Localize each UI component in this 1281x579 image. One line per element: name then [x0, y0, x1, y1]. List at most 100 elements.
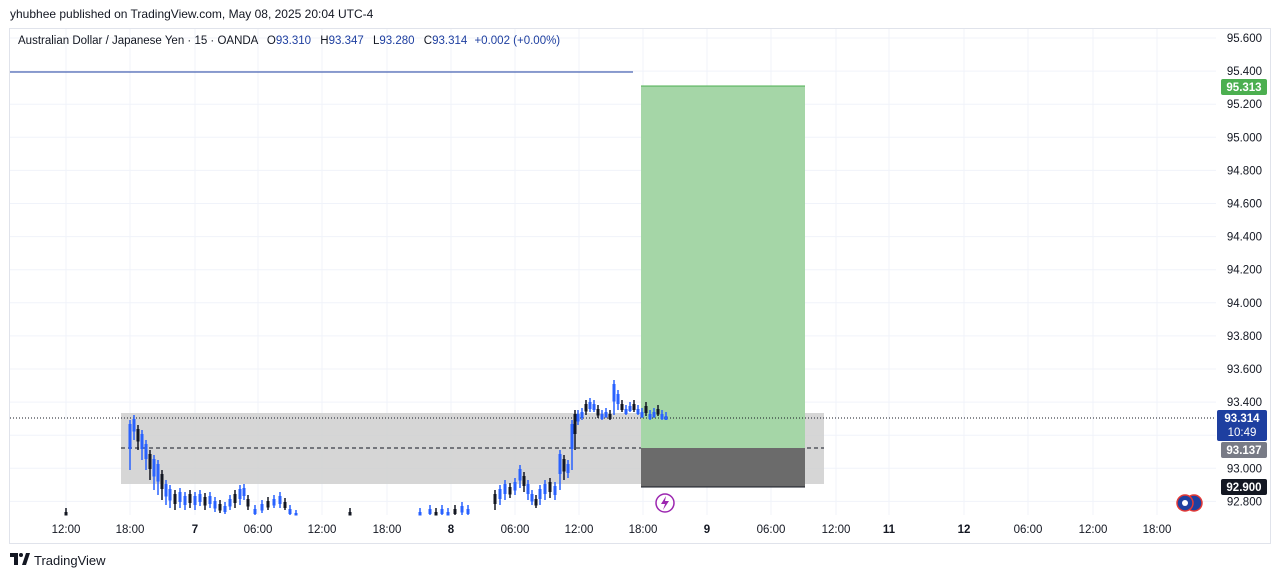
currency-flags-icon[interactable] [1176, 494, 1203, 512]
candle-body [428, 509, 432, 514]
candle-body [144, 444, 148, 459]
candle-body [140, 434, 144, 449]
high-value: 93.347 [328, 35, 364, 47]
price-tick-label: 94.600 [1227, 199, 1262, 211]
profit-zone [641, 86, 805, 448]
candle-body [246, 499, 250, 507]
candle-body [466, 509, 470, 514]
price-tick-label: 95.400 [1227, 66, 1262, 78]
candle-body [503, 484, 507, 494]
candlestick-series [64, 380, 668, 516]
time-tick-label: 12:00 [1079, 524, 1108, 536]
candle-body [278, 496, 282, 504]
open-value: 93.310 [275, 35, 312, 47]
price-tick-label: 92.800 [1227, 496, 1262, 508]
candle-body [203, 497, 207, 506]
candle-body [596, 409, 600, 416]
candle-body [132, 419, 136, 432]
countdown-timer: 10:49 [1228, 427, 1257, 439]
candle-body [570, 424, 574, 449]
candle-body [636, 409, 640, 414]
candle-body [604, 412, 608, 417]
candle-body [160, 474, 164, 489]
candle-body [553, 486, 557, 495]
candle-body [233, 494, 237, 503]
candle-body [656, 409, 660, 415]
footer-brand[interactable]: TradingView [10, 553, 106, 568]
candle-body [183, 496, 187, 505]
candle-body [272, 499, 276, 506]
candle-body [588, 402, 592, 409]
candle-body [168, 489, 172, 501]
candle-body [348, 512, 352, 516]
time-tick-label: 06:00 [501, 524, 530, 536]
price-tick-label: 95.200 [1227, 99, 1262, 111]
candle-body [208, 496, 212, 504]
candle-body [173, 494, 177, 504]
candle-body [213, 501, 217, 509]
candle-body [418, 512, 422, 516]
change-value: +0.002 (+0.00%) [474, 35, 561, 47]
candle-body [440, 509, 444, 514]
price-tick-label: 95.600 [1227, 33, 1262, 45]
candle-body [566, 464, 570, 473]
candle-body [558, 454, 562, 474]
candle-body [513, 482, 517, 491]
candle-body [652, 412, 656, 417]
candle-body [648, 414, 652, 419]
candle-body [238, 489, 242, 499]
candle-body [164, 484, 168, 497]
candle-body [632, 404, 636, 410]
candle-body [283, 502, 287, 508]
time-tick-label: 18:00 [373, 524, 402, 536]
time-tick-label: 9 [704, 524, 710, 536]
candle-body [446, 512, 450, 516]
candle-body [434, 512, 438, 516]
candle-body [493, 494, 497, 504]
candle-body [664, 416, 668, 420]
time-tick-label: 12:00 [308, 524, 337, 536]
time-tick-label: 06:00 [1014, 524, 1043, 536]
price-tick-label: 95.000 [1227, 132, 1262, 144]
candle-body [218, 504, 222, 511]
low-value: 93.280 [379, 35, 415, 47]
time-tick-label: 12:00 [52, 524, 81, 536]
target-price-tag: 95.313 [1221, 79, 1267, 95]
candle-body [518, 469, 522, 481]
candle-body [198, 494, 202, 502]
price-axis: 95.600 95.400 95.200 95.000 94.800 94.600 94.4… [1227, 33, 1262, 508]
candle-body [624, 409, 628, 414]
candle-body [152, 459, 156, 477]
stop-price-tag: 92.900 [1221, 479, 1267, 495]
candle-body [148, 454, 152, 469]
low-label: L [372, 35, 380, 47]
candle-body [592, 404, 596, 410]
close-value: 93.314 [432, 35, 468, 47]
publisher-caption: yhubhee published on TradingView.com, Ma… [10, 7, 374, 21]
lightning-icon[interactable] [655, 493, 675, 513]
candle-body [128, 424, 132, 449]
candle-body [573, 414, 577, 434]
candle-body [522, 476, 526, 486]
price-tick-label: 93.800 [1227, 331, 1262, 343]
price-tick-label: 93.400 [1227, 397, 1262, 409]
candle-body [608, 414, 612, 419]
price-tick-label: 94.800 [1227, 165, 1262, 177]
candle-body [600, 414, 604, 419]
price-tick-label: 94.400 [1227, 232, 1262, 244]
open-label: O [266, 35, 276, 47]
candle-body [242, 488, 246, 496]
candle-body [228, 499, 232, 507]
footer-brand-label: TradingView [34, 553, 106, 568]
candle-body [580, 412, 584, 418]
candle-body [548, 482, 552, 492]
candle-body [156, 464, 160, 482]
symbol-legend[interactable]: Australian Dollar / Japanese Yen · 15 · … [18, 35, 560, 47]
candle-body [288, 509, 292, 514]
time-tick-label: 18:00 [1143, 524, 1172, 536]
time-tick-label: 7 [192, 524, 198, 536]
candle-body [562, 459, 566, 472]
close-label: C [423, 35, 433, 47]
candle-body [612, 384, 616, 402]
